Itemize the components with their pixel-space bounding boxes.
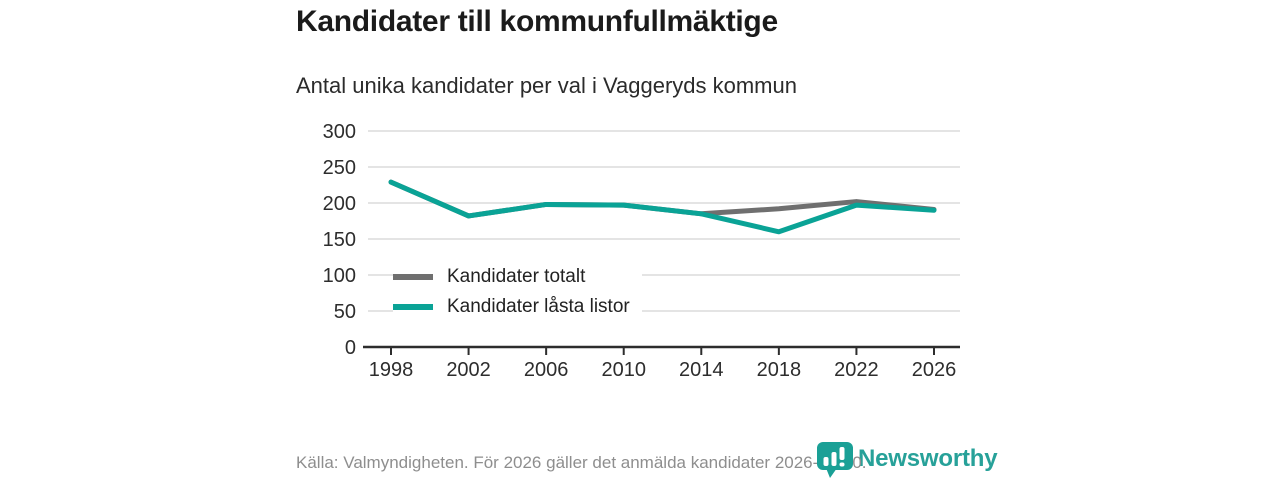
legend-label-totalt: Kandidater totalt bbox=[447, 266, 586, 287]
newsworthy-logo-icon bbox=[817, 442, 853, 478]
svg-text:250: 250 bbox=[323, 157, 356, 179]
svg-text:2022: 2022 bbox=[834, 359, 879, 381]
svg-text:200: 200 bbox=[323, 193, 356, 215]
legend-item-lasta-listor: Kandidater låsta listor bbox=[393, 292, 642, 322]
chart-title: Kandidater till kommunfullmäktige bbox=[296, 5, 778, 38]
svg-text:2010: 2010 bbox=[601, 359, 646, 381]
chart-area: 0 50 100 150 200 250 300 1998 2002 2006 2010 2014 20… bbox=[290, 112, 980, 397]
legend-label-lasta-listor: Kandidater låsta listor bbox=[447, 296, 630, 317]
svg-text:1998: 1998 bbox=[369, 359, 414, 381]
newsworthy-wordmark: Newsworthy bbox=[858, 445, 998, 472]
legend: Kandidater totalt Kandidater låsta listo… bbox=[393, 262, 642, 322]
legend-swatch-totalt bbox=[393, 274, 433, 280]
legend-item-totalt: Kandidater totalt bbox=[393, 262, 642, 292]
svg-text:100: 100 bbox=[323, 265, 356, 287]
line-chart: 0 50 100 150 200 250 300 1998 2002 2006 2010 2014 20… bbox=[323, 121, 960, 381]
svg-text:2026: 2026 bbox=[912, 359, 957, 381]
source-note: Källa: Valmyndigheten. För 2026 gäller d… bbox=[296, 453, 867, 472]
svg-text:300: 300 bbox=[323, 121, 356, 143]
svg-text:2014: 2014 bbox=[679, 359, 724, 381]
svg-text:50: 50 bbox=[334, 301, 356, 323]
svg-text:2018: 2018 bbox=[757, 359, 802, 381]
svg-text:150: 150 bbox=[323, 229, 356, 251]
svg-text:2006: 2006 bbox=[524, 359, 569, 381]
svg-text:0: 0 bbox=[345, 337, 356, 359]
svg-text:2002: 2002 bbox=[446, 359, 491, 381]
chart-subtitle: Antal unika kandidater per val i Vaggery… bbox=[296, 73, 797, 98]
legend-swatch-lasta-listor bbox=[393, 304, 433, 310]
